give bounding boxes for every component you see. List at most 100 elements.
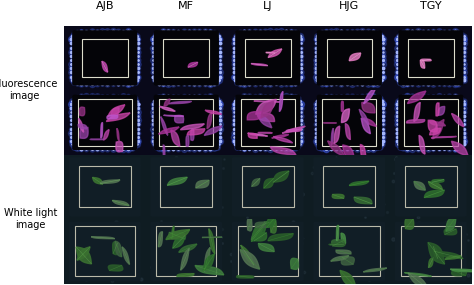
Polygon shape: [362, 102, 375, 113]
Polygon shape: [241, 245, 254, 265]
Polygon shape: [408, 91, 426, 103]
Polygon shape: [266, 52, 275, 53]
Bar: [241, 99, 295, 146]
Polygon shape: [166, 229, 190, 239]
Polygon shape: [172, 226, 174, 239]
Bar: [156, 226, 217, 276]
Bar: [242, 166, 294, 207]
Polygon shape: [169, 101, 191, 104]
Bar: [408, 38, 454, 77]
Polygon shape: [90, 139, 103, 140]
FancyBboxPatch shape: [232, 222, 304, 281]
FancyBboxPatch shape: [313, 222, 385, 281]
Polygon shape: [341, 109, 349, 123]
Polygon shape: [237, 276, 254, 278]
Bar: [79, 166, 131, 207]
Polygon shape: [420, 60, 425, 68]
Bar: [164, 38, 209, 77]
FancyBboxPatch shape: [388, 153, 474, 221]
Polygon shape: [251, 222, 267, 241]
Polygon shape: [254, 101, 280, 102]
Polygon shape: [251, 64, 268, 66]
Polygon shape: [332, 240, 345, 247]
Polygon shape: [329, 244, 345, 245]
Polygon shape: [405, 218, 414, 229]
Polygon shape: [450, 269, 474, 272]
Polygon shape: [349, 53, 361, 61]
Bar: [401, 226, 461, 276]
Polygon shape: [364, 268, 387, 272]
Polygon shape: [452, 270, 466, 276]
Polygon shape: [434, 251, 463, 259]
Polygon shape: [421, 59, 431, 61]
Polygon shape: [77, 247, 90, 260]
Polygon shape: [360, 144, 366, 161]
Polygon shape: [257, 114, 272, 128]
Polygon shape: [341, 101, 343, 112]
Bar: [323, 166, 375, 207]
Polygon shape: [103, 130, 109, 140]
Polygon shape: [414, 102, 420, 121]
Polygon shape: [286, 129, 301, 132]
Polygon shape: [429, 128, 441, 135]
Bar: [82, 38, 128, 77]
Polygon shape: [279, 91, 283, 112]
Polygon shape: [179, 244, 197, 252]
FancyBboxPatch shape: [313, 157, 385, 217]
Polygon shape: [160, 106, 175, 111]
FancyBboxPatch shape: [387, 87, 474, 157]
Polygon shape: [177, 274, 194, 276]
Polygon shape: [248, 133, 257, 138]
Polygon shape: [332, 194, 344, 198]
Text: Fluorescence
image: Fluorescence image: [0, 79, 57, 101]
Polygon shape: [428, 120, 437, 132]
Polygon shape: [272, 135, 289, 138]
Polygon shape: [424, 190, 444, 198]
Polygon shape: [354, 197, 372, 204]
Polygon shape: [106, 113, 130, 121]
Polygon shape: [337, 225, 338, 241]
Bar: [319, 226, 380, 276]
Polygon shape: [159, 127, 179, 134]
Polygon shape: [364, 87, 376, 104]
FancyBboxPatch shape: [69, 157, 141, 217]
Polygon shape: [112, 200, 129, 205]
Polygon shape: [349, 181, 369, 186]
FancyBboxPatch shape: [398, 95, 464, 150]
Polygon shape: [108, 105, 125, 116]
FancyBboxPatch shape: [62, 153, 148, 221]
Polygon shape: [164, 99, 170, 106]
Polygon shape: [76, 247, 91, 264]
Polygon shape: [204, 248, 210, 272]
Polygon shape: [255, 222, 270, 228]
Polygon shape: [361, 118, 370, 134]
FancyBboxPatch shape: [395, 157, 467, 217]
Polygon shape: [167, 177, 187, 185]
FancyBboxPatch shape: [69, 222, 141, 281]
Polygon shape: [346, 123, 350, 140]
Polygon shape: [258, 243, 274, 252]
Polygon shape: [209, 229, 215, 254]
Polygon shape: [445, 256, 461, 259]
Polygon shape: [428, 182, 442, 190]
FancyBboxPatch shape: [306, 153, 392, 221]
Polygon shape: [122, 247, 129, 264]
Polygon shape: [328, 141, 345, 156]
Polygon shape: [444, 229, 457, 235]
Polygon shape: [196, 180, 209, 188]
FancyBboxPatch shape: [235, 95, 301, 150]
Polygon shape: [102, 61, 108, 72]
Polygon shape: [334, 126, 340, 143]
Polygon shape: [255, 99, 276, 114]
Polygon shape: [207, 113, 212, 129]
Polygon shape: [113, 242, 118, 255]
FancyBboxPatch shape: [235, 30, 301, 86]
Polygon shape: [248, 133, 267, 136]
Polygon shape: [187, 129, 205, 135]
Polygon shape: [452, 113, 464, 127]
Polygon shape: [188, 62, 198, 67]
Polygon shape: [254, 233, 267, 241]
Polygon shape: [80, 127, 88, 138]
Polygon shape: [116, 142, 123, 152]
Text: TGY: TGY: [420, 1, 442, 11]
